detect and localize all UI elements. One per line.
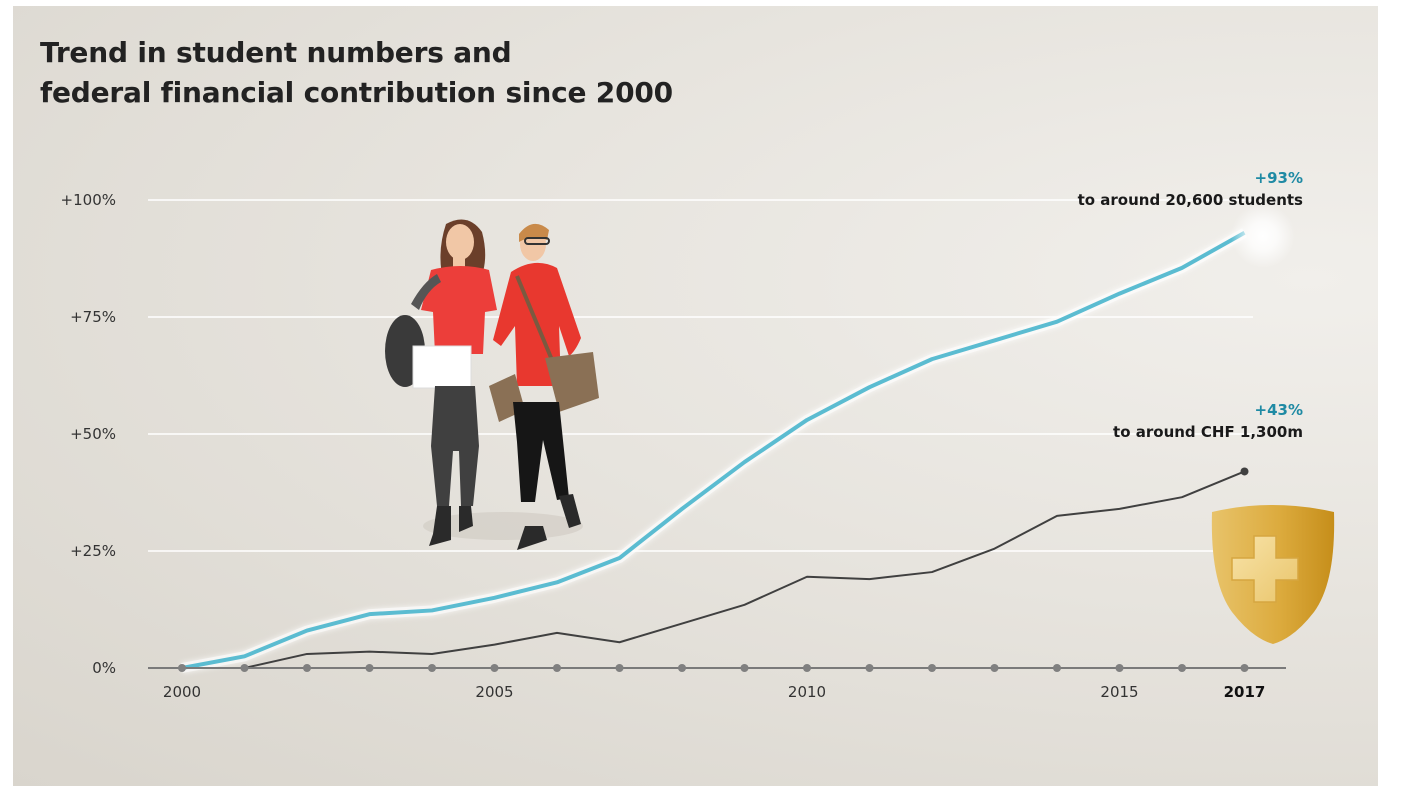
x-tick-label: 2010 [788, 683, 826, 701]
students-annotation-text: to around 20,600 students [1078, 191, 1303, 209]
y-tick-label: +75% [70, 308, 116, 326]
infographic-canvas: Trend in student numbers and federal fin… [13, 6, 1378, 786]
x-axis-tick-dot [1240, 664, 1249, 672]
federal-annotation-percent: +43% [1255, 401, 1303, 419]
federal-annotation-text: to around CHF 1,300m [1113, 423, 1303, 441]
series-federal_contribution [182, 467, 1249, 669]
x-axis-tick-dot [1178, 664, 1186, 672]
x-axis-tick-dot [240, 664, 249, 672]
federal-annotation: +43% to around CHF 1,300m [1113, 401, 1303, 441]
x-axis-tick-dot [678, 664, 686, 672]
swiss-shield-icon [1211, 505, 1335, 644]
x-axis-tick-dot [990, 664, 999, 672]
chart-title-line-1: Trend in student numbers and [40, 36, 512, 69]
y-tick-label: +100% [61, 191, 116, 209]
y-tick-label: +25% [70, 542, 116, 560]
series-line-glow [181, 228, 1247, 673]
x-axis-tick-dot [428, 664, 436, 672]
series-end-point [1240, 467, 1249, 476]
line-chart: 0% +25% +50% +75% +100% [61, 169, 1335, 701]
students-illustration [385, 219, 599, 550]
x-axis-tick-dot [740, 664, 749, 672]
x-tick-label: 2000 [163, 683, 201, 701]
series-line [182, 470, 1245, 669]
x-axis: 2000 2005 2010 2015 2017 [148, 664, 1286, 701]
plot-area [181, 228, 1249, 673]
student-boy-figure [489, 223, 599, 550]
y-axis-labels: 0% +25% +50% +75% +100% [61, 191, 116, 677]
student-girl-figure [385, 219, 497, 546]
x-axis-tick-dot [365, 664, 374, 672]
x-axis-tick-dot [1115, 664, 1124, 672]
chart-title: Trend in student numbers and federal fin… [40, 33, 673, 113]
x-axis-tick-dot [490, 664, 499, 672]
x-axis-tick-dot [615, 664, 624, 672]
x-tick-label: 2017 [1224, 683, 1266, 701]
x-axis-tick-dot [1053, 664, 1061, 672]
series-students [181, 228, 1247, 673]
highlight-flare [1231, 204, 1295, 268]
x-axis-tick-dot [553, 664, 561, 672]
chart-title-line-2: federal financial contribution since 200… [40, 76, 673, 109]
students-annotation-percent: +93% [1255, 169, 1303, 187]
x-axis-tick-dot [178, 664, 186, 672]
x-axis-tick-dot [865, 664, 874, 672]
x-tick-label: 2005 [475, 683, 513, 701]
series-line [181, 231, 1246, 670]
x-axis-tick-dot [928, 664, 936, 672]
x-axis-tick-dot [303, 664, 311, 672]
y-tick-label: +50% [70, 425, 116, 443]
students-annotation: +93% to around 20,600 students [1078, 169, 1303, 209]
y-tick-label: 0% [92, 659, 116, 677]
x-axis-tick-dot [803, 664, 811, 672]
x-tick-label: 2015 [1100, 683, 1138, 701]
